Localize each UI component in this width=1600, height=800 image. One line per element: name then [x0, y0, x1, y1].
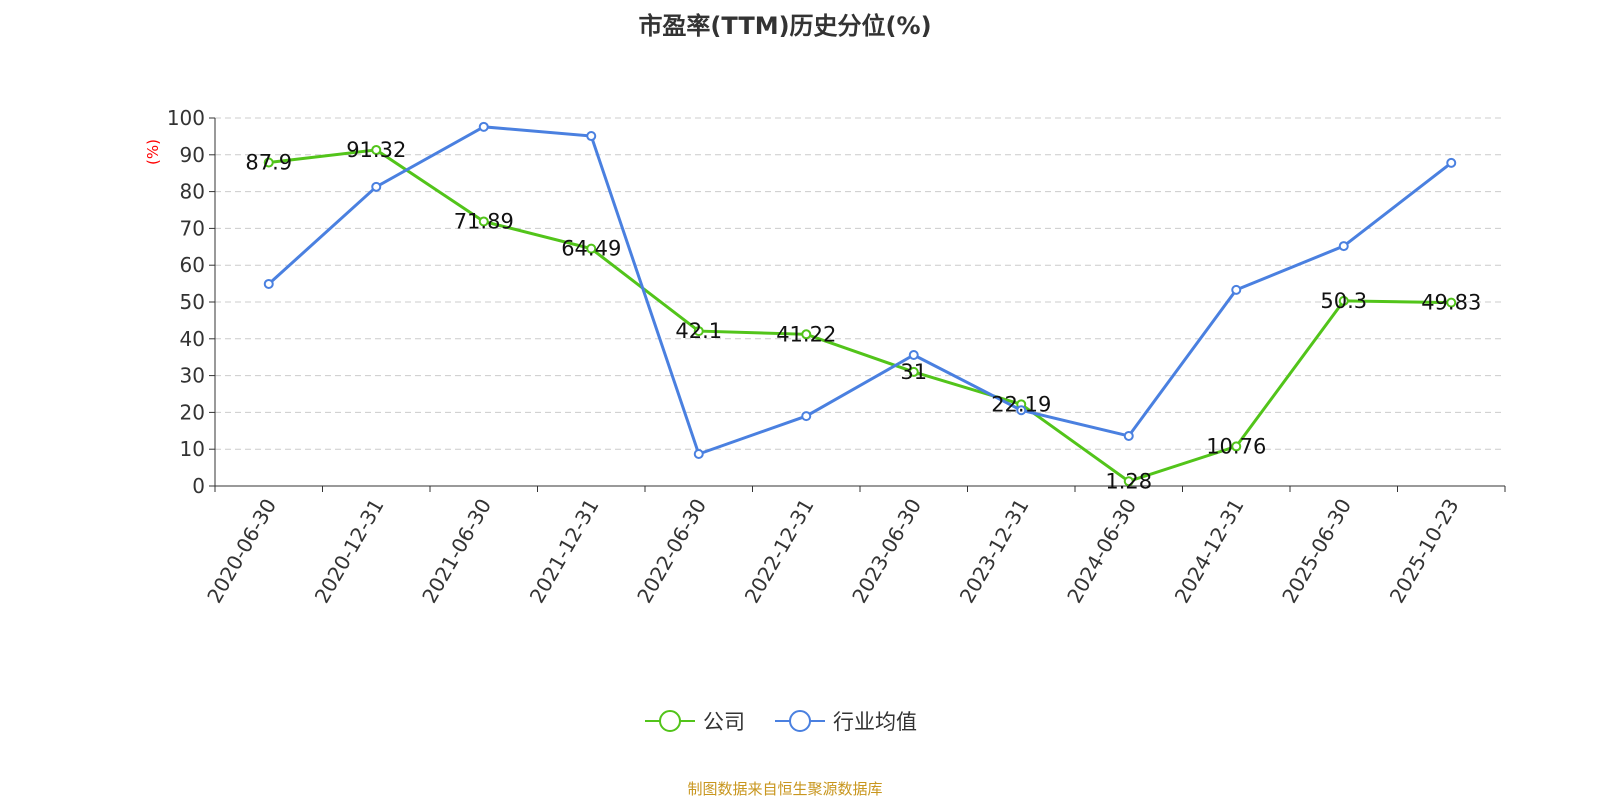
x-tick-label: 2020-06-30	[202, 495, 281, 608]
data-point	[1446, 157, 1457, 168]
y-tick-label: 100	[167, 106, 205, 130]
x-tick-label: 2020-12-31	[310, 495, 389, 608]
data-point	[1123, 476, 1134, 487]
x-tick-label: 2023-12-31	[955, 495, 1034, 608]
series-line-0	[268, 148, 1452, 483]
data-label: 31	[900, 360, 927, 384]
x-tick-label: 2022-12-31	[740, 495, 819, 608]
y-tick-label: 40	[180, 327, 205, 351]
data-point	[478, 216, 489, 227]
data-point	[586, 243, 597, 254]
data-label: 22.19	[991, 392, 1051, 416]
x-tick-label: 2021-06-30	[417, 495, 496, 608]
data-label: 10.76	[1206, 434, 1266, 458]
data-point	[263, 278, 274, 289]
y-tick-label: 20	[180, 400, 205, 424]
x-tick-label: 2025-10-23	[1385, 495, 1464, 608]
data-label: 71.89	[454, 209, 514, 233]
data-point	[1338, 241, 1349, 252]
data-point	[1123, 430, 1134, 441]
x-tick-label: 2025-06-30	[1277, 495, 1356, 608]
x-tick-label: 2021-12-31	[525, 495, 604, 608]
x-tick-label: 2024-06-30	[1062, 495, 1141, 608]
data-point	[586, 131, 597, 142]
data-point	[1231, 284, 1242, 295]
data-point	[908, 349, 919, 360]
source-note: 制图数据来自恒生聚源数据库	[687, 780, 883, 798]
y-tick-label: 50	[180, 290, 205, 314]
data-label: 49.83	[1421, 291, 1481, 315]
legend-label: 公司	[703, 710, 745, 734]
y-tick-label: 10	[180, 437, 205, 461]
y-tick-label: 80	[180, 180, 205, 204]
data-point	[1338, 295, 1349, 306]
legend-marker	[789, 710, 811, 732]
legend-marker	[659, 710, 681, 732]
data-label: 91.32	[346, 138, 406, 162]
data-point	[1231, 441, 1242, 452]
data-point	[1446, 297, 1457, 308]
data-label: 50.3	[1320, 289, 1367, 313]
data-point	[801, 411, 812, 422]
data-label: 64.49	[561, 237, 621, 261]
y-tick-label: 60	[180, 253, 205, 277]
y-tick-label: 90	[180, 143, 205, 167]
data-point	[371, 181, 382, 192]
data-point	[801, 329, 812, 340]
data-point	[263, 157, 274, 168]
data-label: 87.9	[245, 151, 292, 175]
legend-label: 行业均值	[833, 710, 917, 734]
data-label: 42.1	[675, 319, 722, 343]
x-tick-label: 2023-06-30	[847, 495, 926, 608]
data-label: 41.22	[776, 322, 836, 346]
data-label: 1.28	[1105, 469, 1152, 493]
y-axis-label: (%)	[144, 139, 162, 165]
data-point	[693, 326, 704, 337]
x-tick-label: 2024-12-31	[1170, 495, 1249, 608]
series-line-1	[267, 125, 1453, 456]
x-tick-label: 2022-06-30	[632, 495, 711, 608]
y-tick-label: 70	[180, 216, 205, 240]
data-point	[371, 144, 382, 155]
data-point	[693, 448, 704, 459]
data-point	[908, 366, 919, 377]
y-tick-label: 0	[192, 474, 205, 498]
chart-title: 市盈率(TTM)历史分位(%)	[638, 12, 932, 40]
data-point	[478, 121, 489, 132]
data-point	[1016, 405, 1027, 416]
y-tick-label: 30	[180, 364, 205, 388]
